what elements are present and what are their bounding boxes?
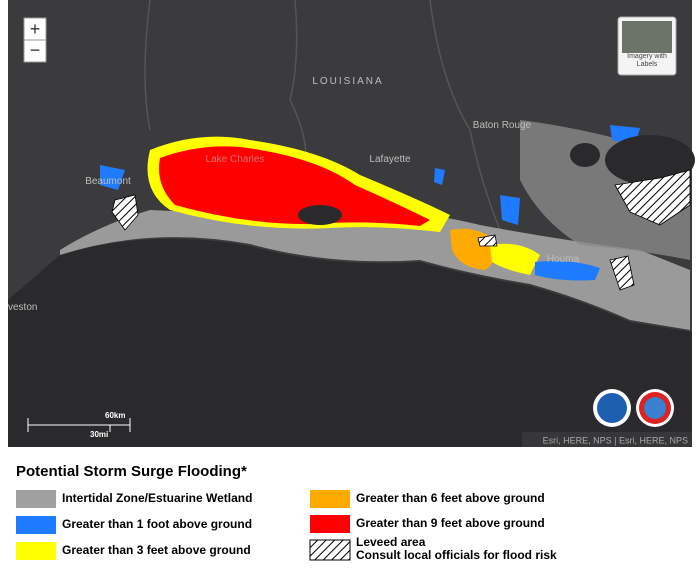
legend-swatch xyxy=(310,490,350,508)
legend-label: Greater than 9 feet above ground xyxy=(356,516,545,530)
attribution: Esri, HERE, NPS | Esri, HERE, NPS xyxy=(543,435,688,445)
legend-title: Potential Storm Surge Flooding* xyxy=(16,463,247,480)
noaa-logo-inner xyxy=(597,393,627,423)
legend-swatch xyxy=(310,515,350,533)
surge-9ft xyxy=(159,146,430,226)
legend-label: Greater than 3 feet above ground xyxy=(62,543,251,557)
legend-items: Intertidal Zone/Estuarine Wetland Greater… xyxy=(16,490,545,560)
gulf xyxy=(8,238,692,447)
surge-3ft-east xyxy=(490,243,540,275)
place-label: veston xyxy=(8,302,37,313)
basemap-thumbnail xyxy=(622,21,672,53)
basemap-label: Imagery with Labels xyxy=(627,53,667,68)
basemap-label-box: Imagery with Labels xyxy=(627,53,667,68)
rivers xyxy=(144,0,501,231)
legend-swatch xyxy=(16,516,56,534)
wetland xyxy=(60,205,690,330)
scale-mi: 30mi xyxy=(90,430,108,439)
lake xyxy=(298,205,342,225)
legend-label: Greater than 6 feet above ground xyxy=(356,491,545,505)
nws-logo-inner xyxy=(644,397,666,419)
zoom-out[interactable] xyxy=(23,39,47,63)
legend-swatch-leveed xyxy=(309,539,351,561)
lake xyxy=(570,143,600,167)
legend-note: Consult local officials for flood risk xyxy=(356,548,557,562)
leveed-area xyxy=(111,169,691,291)
place-label: Houma xyxy=(547,254,580,265)
scale-bar: 60km 30mi xyxy=(27,411,131,439)
zoom-in-label: + xyxy=(30,19,41,39)
basemap-toggle[interactable]: Imagery with Labels xyxy=(617,16,677,76)
lake xyxy=(605,135,695,185)
legend-label: Intertidal Zone/Estuarine Wetland xyxy=(62,491,252,505)
surge-1ft xyxy=(100,125,640,281)
place-label: Lake Charles xyxy=(206,154,265,165)
place-label: Lafayette xyxy=(369,154,411,165)
legend: Potential Storm Surge Flooding* Intertid… xyxy=(16,463,557,562)
legend-label: Leveed area xyxy=(356,535,426,549)
place-label: LOUISIANA xyxy=(312,76,383,87)
legend-swatch xyxy=(16,542,56,560)
scale-line xyxy=(27,418,131,432)
place-label: Beaumont xyxy=(85,176,131,187)
legend-label: Greater than 1 foot above ground xyxy=(62,517,252,531)
legend-swatch xyxy=(16,490,56,508)
place-label: Baton Rouge xyxy=(473,120,532,131)
zoom-out-label: − xyxy=(30,40,41,60)
scale-km: 60km xyxy=(105,411,125,420)
map[interactable]: LOUISIANA Baton Rouge Lafayette Beaumont… xyxy=(8,0,695,447)
zoom-control: + − xyxy=(23,17,47,63)
attribution-box xyxy=(522,432,692,447)
